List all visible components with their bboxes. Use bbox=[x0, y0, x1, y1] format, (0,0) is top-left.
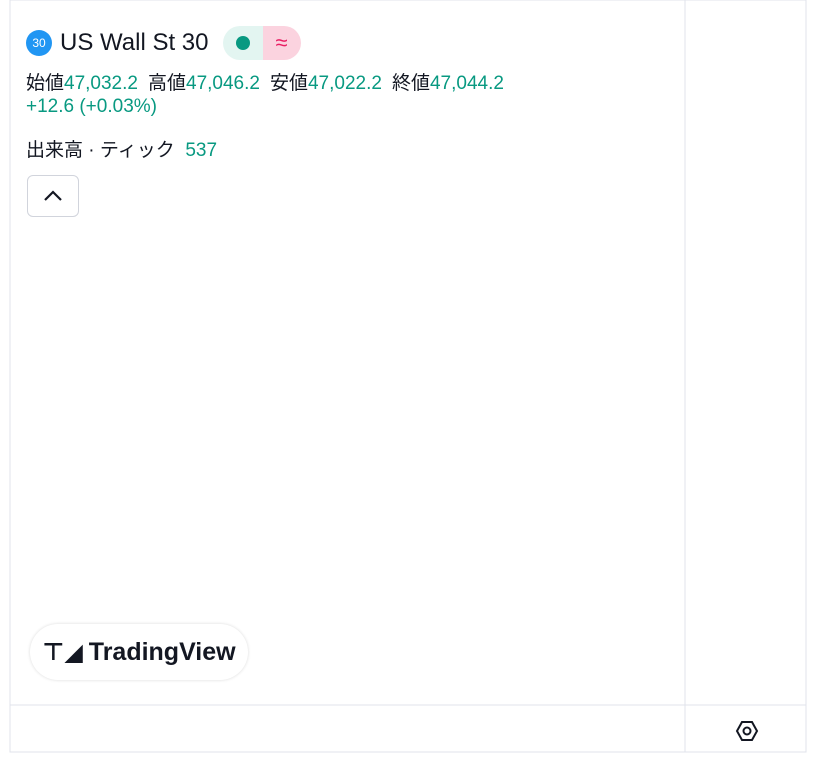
ohlc-caption: 終値 bbox=[391, 73, 430, 94]
volume-row: 出来高 · ティック 537 bbox=[26, 135, 217, 162]
chevron-line bbox=[44, 190, 62, 201]
settings-dot bbox=[742, 726, 752, 736]
ohlc-value: 47,044.2 bbox=[429, 73, 504, 94]
dot bbox=[235, 36, 250, 50]
volume-value: 537 bbox=[185, 140, 218, 161]
ohlc-caption: 始値 bbox=[26, 73, 65, 94]
ohlc-value: 47,032.2 bbox=[64, 73, 138, 94]
delayed-icon: ≈ bbox=[262, 26, 301, 60]
ohlc-value: 47,022.2 bbox=[307, 73, 382, 94]
ohlc-value: 47,046.2 bbox=[186, 73, 260, 94]
symbol-title: US Wall St 30 bbox=[60, 29, 209, 56]
market-open bbox=[222, 26, 263, 60]
logo-mark: ⊤◢ bbox=[42, 638, 83, 666]
change: +12.6 (+0.03%) bbox=[26, 96, 157, 117]
symbol-row: 30 US Wall St 30 ≈ bbox=[26, 26, 301, 60]
symbol-badge: 30 bbox=[26, 30, 52, 56]
settings-hex bbox=[735, 721, 759, 741]
settings-icon[interactable] bbox=[735, 721, 759, 741]
collapse-button[interactable] bbox=[27, 175, 79, 217]
chevron bbox=[44, 190, 62, 201]
logo-text: TradingView bbox=[88, 637, 236, 666]
ohlc-caption: 高値 bbox=[147, 73, 186, 94]
ohlc-caption: 安値 bbox=[269, 73, 308, 94]
logo[interactable]: ⊤◢ TradingView bbox=[30, 624, 248, 680]
volume-caption: 出来高 · ティック bbox=[26, 140, 175, 161]
ohlc-row: 始値47,032.2 高値47,046.2 安値47,022.2 終値47,044.2 bbox=[26, 68, 514, 95]
frame bbox=[9, 0, 807, 753]
status-pill[interactable]: ≈ bbox=[222, 26, 301, 60]
